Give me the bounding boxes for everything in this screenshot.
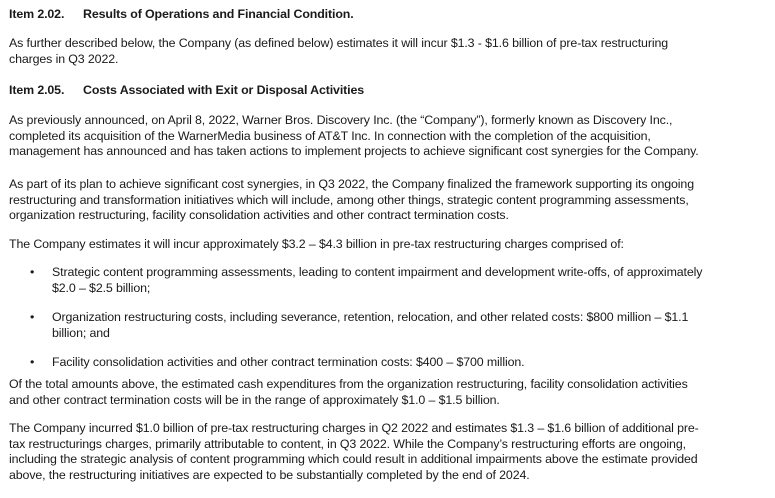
text-line: including the strategic analysis of cont… (9, 452, 698, 466)
text-line: As further described below, the Company … (9, 36, 668, 50)
text-line: As previously announced, on April 8, 202… (9, 113, 673, 127)
bullet-icon: • (30, 265, 35, 279)
item-2-02-heading: Item 2.02. Results of Operations and Fina… (9, 7, 354, 23)
text-line: management has announced and has taken a… (9, 144, 699, 158)
text-line: Facility consolidation activities and ot… (52, 355, 525, 369)
item-number: Item 2.02. (9, 7, 65, 21)
text-line: The Company incurred $1.0 billion of pre… (9, 421, 699, 435)
text-line: tax restructurings charges, primarily at… (9, 436, 686, 451)
item-title: Results of Operations and Financial Cond… (83, 7, 354, 21)
text-line: billion; and (52, 325, 110, 340)
text-line: charges in Q3 2022. (9, 51, 119, 66)
item-number: Item 2.05. (9, 83, 65, 97)
text-line: As part of its plan to achieve significa… (9, 177, 694, 191)
text-line: Strategic content programming assessment… (52, 265, 703, 279)
text-line: restructuring and transformation initiat… (9, 192, 689, 207)
paragraph-estimate: The Company estimates it will incur appr… (9, 237, 624, 253)
item-2-05-heading: Item 2.05. Costs Associated with Exit or … (9, 83, 364, 99)
text-line: $2.0 – $2.5 billion; (52, 280, 151, 295)
text-line: Organization restructuring costs, includ… (52, 310, 689, 324)
bullet-icon: • (30, 355, 35, 369)
text-line: The Company estimates it will incur appr… (9, 237, 624, 251)
paragraph-incurred: The Company incurred $1.0 billion of pre… (9, 421, 699, 483)
paragraph-acquisition: As previously announced, on April 8, 202… (9, 113, 699, 160)
paragraph-results: As further described below, the Company … (9, 36, 668, 67)
text-line: Of the total amounts above, the estimate… (9, 377, 688, 391)
paragraph-plan: As part of its plan to achieve significa… (9, 177, 694, 224)
text-line: and other contract termination costs wil… (9, 392, 500, 407)
item-title: Costs Associated with Exit or Disposal A… (83, 83, 365, 97)
paragraph-cash-expenditures: Of the total amounts above, the estimate… (9, 377, 688, 408)
bullet-icon: • (30, 310, 35, 324)
text-line: completed its acquisition of the WarnerM… (9, 128, 651, 143)
text-line: above, the restructuring initiatives are… (9, 467, 530, 482)
text-line: organization restructuring, facility con… (9, 208, 509, 222)
